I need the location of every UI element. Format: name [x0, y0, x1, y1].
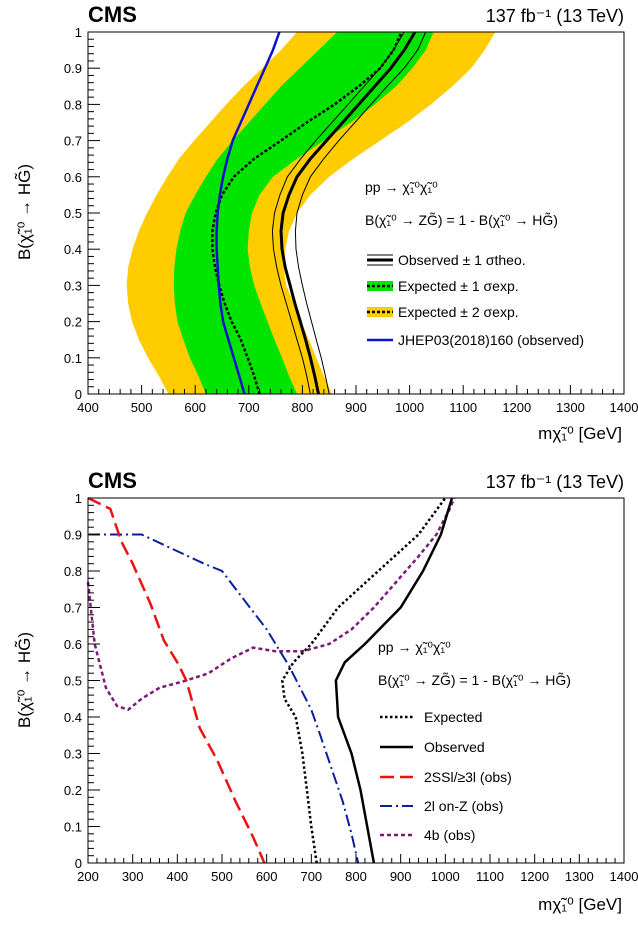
top-xaxis-title: mχ̃₁⁰ [GeV] [538, 424, 622, 443]
top-xtick-label: 1000 [395, 400, 424, 415]
top-ytick-label: 0.1 [64, 351, 82, 366]
bottom-xtick-label: 300 [122, 869, 144, 884]
bottom-xtick-label: 1300 [565, 869, 594, 884]
bottom-xtick-label: 1400 [610, 869, 638, 884]
bottom-legend-onz-label: 2l on-Z (obs) [424, 798, 503, 814]
top-ytick-label: 0 [75, 387, 82, 402]
bottom-xaxis-title: mχ̃₁⁰ [GeV] [538, 895, 622, 914]
bottom-ytick-label: 0.4 [64, 710, 82, 725]
top-ytick-label: 0.6 [64, 170, 82, 185]
top-legend-jhep-label: JHEP03(2018)160 (observed) [398, 332, 584, 348]
top-xtick-label: 800 [292, 400, 314, 415]
top-legend-expected-2sigma-label: Expected ± 2 σexp. [398, 304, 519, 320]
bottom-xtick-label: 500 [211, 869, 233, 884]
top-ytick-label: 0.5 [64, 206, 82, 221]
top-panel: CMS 137 fb⁻¹ (13 TeV) 400 500 600 700 800 900… [14, 2, 638, 443]
top-cms-label: CMS [88, 2, 137, 27]
bottom-legend: Expected Observed 2SSl/≥3l (obs) 2l on-Z… [380, 709, 512, 843]
bottom-yaxis-title: B(χ̃₁⁰ → HG̃) [14, 632, 34, 728]
bottom-ytick-label: 0.9 [64, 528, 82, 543]
bottom-xtick-label: 200 [77, 869, 99, 884]
bottom-cms-label: CMS [88, 468, 137, 493]
bottom-xtick-label: 800 [345, 869, 367, 884]
bottom-legend-4b-label: 4b (obs) [424, 827, 475, 843]
bottom-legend-expected-label: Expected [424, 709, 482, 725]
bottom-xtick-label: 600 [256, 869, 278, 884]
top-xtick-label: 500 [131, 400, 153, 415]
bottom-ytick-label: 0.2 [64, 783, 82, 798]
top-xtick-label: 1400 [610, 400, 638, 415]
bottom-ytick-label: 0.1 [64, 820, 82, 835]
top-xtick-label: 600 [184, 400, 206, 415]
bottom-ytick-label: 0.6 [64, 637, 82, 652]
top-xtick-label: 1200 [502, 400, 531, 415]
top-ytick-label: 0.2 [64, 315, 82, 330]
top-xtick-label: 700 [238, 400, 260, 415]
bottom-xtick-label: 1000 [431, 869, 460, 884]
bottom-xtick-label: 400 [166, 869, 188, 884]
bottom-ytick-label: 0.5 [64, 674, 82, 689]
top-xtick-label: 400 [77, 400, 99, 415]
bottom-ytick-label: 0.7 [64, 601, 82, 616]
bottom-br-text: B(χ̃₁⁰ → ZG̃) = 1 - B(χ̃₁⁰ → HG̃) [378, 672, 571, 688]
bottom-ytick-label: 0.8 [64, 564, 82, 579]
top-yaxis-title: B(χ̃₁⁰ → HG̃) [14, 164, 34, 260]
top-ytick-label: 0.9 [64, 61, 82, 76]
top-xtick-label: 900 [345, 400, 367, 415]
bottom-xtick-label: 700 [300, 869, 322, 884]
bottom-xtick-label: 1200 [520, 869, 549, 884]
ssl-3l-observed-line [88, 498, 264, 863]
bottom-xtick-label: 1100 [476, 869, 504, 884]
bottom-ytick-label: 0 [75, 856, 82, 871]
top-legend-expected-1sigma-label: Expected ± 1 σexp. [398, 278, 519, 294]
top-ytick-label: 0.8 [64, 97, 82, 112]
top-lumi-label: 137 fb⁻¹ (13 TeV) [486, 6, 624, 26]
bottom-lumi-label: 137 fb⁻¹ (13 TeV) [486, 472, 624, 492]
top-ytick-label: 0.4 [64, 242, 82, 257]
bottom-legend-ssl-label: 2SSl/≥3l (obs) [424, 769, 512, 785]
top-ytick-label: 0.7 [64, 134, 82, 149]
top-legend: Observed ± 1 σtheo. Expected ± 1 σexp. E… [367, 252, 584, 348]
bottom-panel: CMS 137 fb⁻¹ (13 TeV) 200 300 400 500 600 700… [14, 468, 638, 914]
top-ytick-label: 0.3 [64, 278, 82, 293]
bottom-ytick-label: 0.3 [64, 747, 82, 762]
bottom-xtick-label: 900 [390, 869, 412, 884]
top-br-text: B(χ̃₁⁰ → ZG̃) = 1 - B(χ̃₁⁰ → HG̃) [365, 212, 558, 228]
top-ytick-label: 1 [75, 25, 82, 40]
top-process-text: pp → χ̃₁⁰χ̃₁⁰ [365, 179, 438, 195]
bottom-process-text: pp → χ̃₁⁰χ̃₁⁰ [378, 639, 451, 655]
top-xtick-label: 1100 [449, 400, 477, 415]
top-legend-observed-label: Observed ± 1 σtheo. [398, 252, 526, 268]
bottom-ytick-label: 1 [75, 491, 82, 506]
top-xtick-label: 1300 [556, 400, 585, 415]
onz-observed-line [88, 535, 358, 864]
bottom-legend-observed-label: Observed [424, 739, 485, 755]
